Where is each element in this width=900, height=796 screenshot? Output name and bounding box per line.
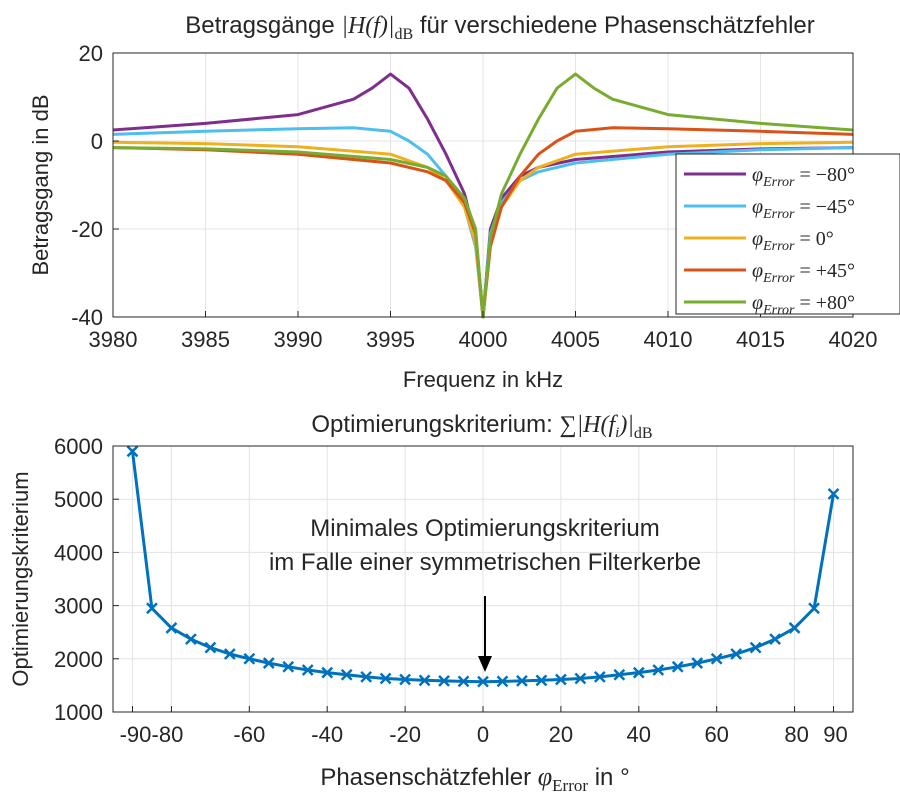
chart1-x-tick-label: 3990 [274, 327, 323, 352]
chart1-y-ticks: -40 -20 0 20 [71, 41, 119, 330]
chart-optimierungskriterium: Optimierungskriterium: ∑|H(fi)|dB -90 -80… [8, 411, 854, 795]
chart-betragsgaenge: Betragsgänge |H(f)|dB für verschiedene P… [28, 12, 900, 392]
chart2-annotation-line1: Minimales Optimierungskriterium [310, 515, 659, 542]
chart1-x-tick-label: 3980 [89, 327, 138, 352]
chart2-data-point [418, 674, 431, 687]
chart2-x-ticks: -90 -80 -60 -40 -20 0 20 40 60 80 90 [120, 706, 848, 747]
chart1-y-label: Betragsgang in dB [28, 94, 53, 275]
chart2-data-point [535, 674, 548, 687]
chart1-x-label: Frequenz in kHz [403, 367, 563, 392]
chart1-title: Betragsgänge |H(f)|dB für verschiedene P… [185, 12, 815, 43]
chart2-data-point [340, 668, 353, 681]
chart2-y-tick-label: 4000 [54, 540, 103, 565]
chart1-y-tick-label: 0 [91, 129, 103, 154]
chart2-x-tick-label: 60 [704, 722, 728, 747]
chart1-x-tick-label: 4010 [644, 327, 693, 352]
chart2-data-point [321, 666, 334, 679]
chart2-data-point [808, 602, 820, 615]
chart2-data-point [691, 657, 704, 669]
chart2-data-point [165, 622, 178, 634]
chart2-x-label: Phasenschätzfehler φError in ° [320, 762, 629, 795]
chart1-x-tick-label: 3985 [181, 327, 230, 352]
chart2-data-point [301, 664, 314, 676]
chart1-series-group [112, 72, 854, 319]
chart2-y-tick-label: 2000 [54, 647, 103, 672]
chart1-legend-label-1: φError = −45° [752, 196, 855, 222]
chart2-x-tick-label: 80 [784, 722, 808, 747]
chart2-data-point [516, 674, 528, 687]
chart2-data-point [360, 671, 373, 683]
chart2-x-tick-label: 20 [549, 722, 573, 747]
chart2-x-tick-label: -90 [120, 722, 152, 747]
chart2-data-point [146, 602, 158, 615]
chart2-y-label: Optimierungskriterium [8, 471, 33, 686]
chart2-data-point [710, 652, 723, 665]
chart2-x-tick-label: -80 [152, 722, 184, 747]
chart1-legend: φError = −80° φError = −45° φError = 0° φEr… [675, 153, 900, 318]
chart2-annotation-line2: im Falle einer symmetrischen Filterkerbe [269, 549, 701, 576]
chart2-data-point [613, 668, 626, 681]
chart2-x-tick-label: 90 [823, 722, 847, 747]
chart2-data-point [204, 641, 217, 654]
chart2-data-point [243, 652, 256, 665]
chart2-y-tick-label: 6000 [54, 434, 103, 459]
chart2-series-group [126, 445, 840, 688]
chart2-annotation-arrow [478, 596, 492, 672]
chart2-y-tick-label: 5000 [54, 487, 103, 512]
chart2-data-point [399, 673, 411, 686]
chart2-data-point [126, 445, 139, 458]
chart2-data-point [749, 641, 762, 654]
chart2-y-ticks: 1000 2000 3000 4000 5000 6000 [54, 434, 119, 725]
chart2-data-point [477, 675, 489, 688]
chart2-data-point [769, 633, 781, 645]
chart2-data-point [496, 675, 509, 688]
chart1-legend-label-4: φError = +80° [752, 292, 855, 318]
chart2-data-point [788, 622, 801, 634]
chart2-title: Optimierungskriterium: ∑|H(fi)|dB [311, 411, 652, 442]
chart2-data-point [262, 657, 275, 669]
chart2-x-tick-label: -40 [311, 722, 343, 747]
chart2-data-point [593, 671, 606, 683]
chart2-x-tick-label: 40 [627, 722, 651, 747]
chart2-data-point [457, 675, 470, 688]
chart1-legend-label-3: φError = +45° [752, 260, 855, 286]
chart1-y-tick-label: -40 [71, 305, 103, 330]
chart2-data-point [827, 487, 840, 500]
chart2-data-point [671, 660, 684, 673]
chart2-x-tick-label: -60 [233, 722, 265, 747]
chart2-data-point [730, 648, 743, 660]
chart2-data-point [574, 672, 587, 685]
chart2-data-point [223, 648, 236, 660]
chart2-x-tick-label: -20 [389, 722, 421, 747]
chart1-x-ticks: 3980 3985 3990 3995 4000 4005 4010 4015 4020 [89, 311, 878, 352]
chart2-data-point [282, 660, 295, 673]
chart1-x-tick-label: 3995 [366, 327, 415, 352]
chart1-x-tick-label: 4000 [459, 327, 508, 352]
chart1-x-tick-label: 4015 [736, 327, 785, 352]
chart2-data-point [555, 673, 567, 686]
chart1-legend-items: φError = −80° φError = −45° φError = 0° φEr… [684, 164, 855, 318]
chart1-legend-box [675, 153, 900, 315]
chart2-data-point [379, 672, 392, 685]
chart2-x-tick-label: 0 [477, 722, 489, 747]
chart2-data-point [632, 666, 645, 679]
chart1-series-line-4 [112, 72, 854, 319]
chart1-x-tick-label: 4020 [829, 327, 878, 352]
chart1-legend-label-2: φError = 0° [752, 228, 834, 254]
chart2-y-tick-label: 3000 [54, 594, 103, 619]
chart2-y-tick-label: 1000 [54, 700, 103, 725]
chart1-legend-label-0: φError = −80° [752, 164, 855, 190]
chart2-data-point [185, 633, 197, 645]
chart2-data-point [652, 664, 665, 676]
chart1-y-tick-label: -20 [71, 217, 103, 242]
chart1-y-tick-label: 20 [79, 41, 103, 66]
chart2-data-point [438, 674, 450, 687]
chart1-x-tick-label: 4005 [551, 327, 600, 352]
